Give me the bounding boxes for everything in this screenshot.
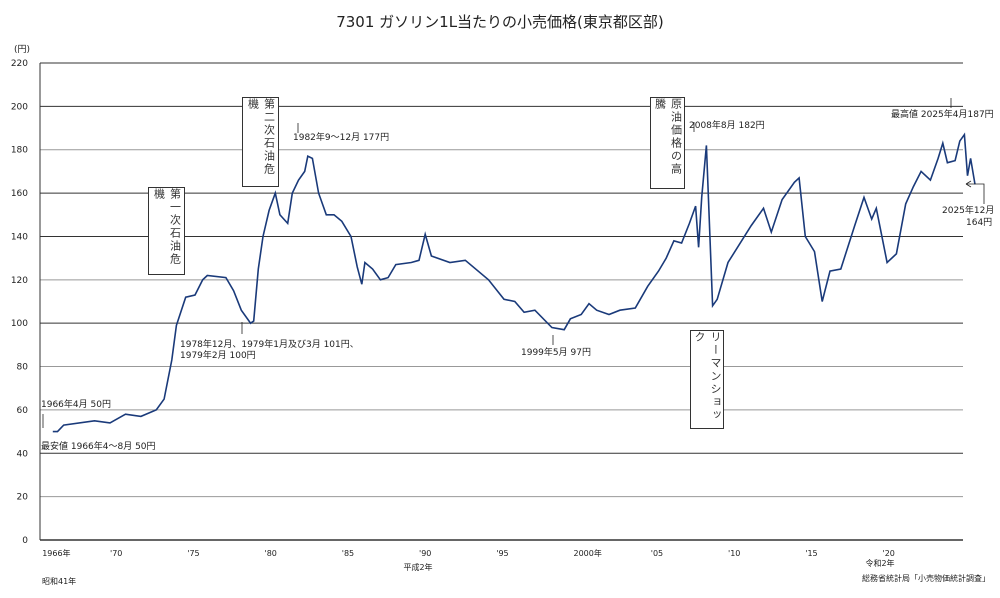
annotation-peak1982: 1982年9～12月 177円 — [293, 133, 390, 143]
era-showa: 昭和41年 — [42, 576, 76, 586]
x-tick-label: '70 — [110, 549, 122, 558]
y-tick-label: 180 — [11, 146, 28, 156]
x-tick-label: '95 — [496, 549, 508, 558]
annotation-last-value: 164円 — [966, 218, 993, 228]
x-tick-label: '20 — [883, 549, 895, 558]
x-tick-label: '10 — [728, 549, 740, 558]
event-oil-crisis-1: 第一次石油危機 — [148, 187, 185, 275]
era-reiwa: 令和2年 — [865, 558, 894, 568]
x-tick-label: 1966年 — [42, 548, 70, 558]
y-tick-label: 120 — [11, 276, 28, 286]
y-tick-label: 200 — [11, 102, 28, 112]
x-tick-label: '15 — [805, 549, 817, 558]
x-tick-label: '75 — [187, 549, 199, 558]
annotation-low1979a: 1978年12月、1979年1月及び3月 101円、 — [180, 340, 359, 350]
event-lehman-shock: リーマンショック — [690, 330, 724, 429]
annotation-max: 最高値 2025年4月187円 — [891, 110, 994, 120]
y-tick-label: 20 — [17, 493, 29, 503]
annotation-min: 最安値 1966年4～8月 50円 — [41, 442, 156, 452]
era-heisei: 平成2年 — [403, 562, 432, 572]
x-tick-label: '80 — [265, 549, 277, 558]
x-tick-label: '85 — [342, 549, 354, 558]
event-oil-price-surge: 原油価格の高騰 — [650, 97, 685, 189]
series-line — [52, 132, 976, 433]
annotation-last-date: 2025年12月 — [942, 206, 995, 216]
annotation-low1979b: 1979年2月 100円 — [180, 351, 256, 361]
annotation-start: 1966年4月 50円 — [41, 400, 111, 410]
y-tick-label: 220 — [11, 59, 28, 69]
y-tick-label: 160 — [11, 189, 28, 199]
y-tick-label: 60 — [17, 406, 29, 416]
source-note: 総務省統計局「小売物価統計調査」 — [862, 573, 990, 583]
y-tick-label: 0 — [22, 536, 28, 546]
annotation-low1999: 1999年5月 97円 — [521, 348, 591, 358]
y-tick-label: 40 — [17, 449, 29, 459]
x-tick-label: '90 — [419, 549, 431, 558]
event-oil-crisis-2: 第二次石油危機 — [242, 97, 279, 187]
x-tick-label: '05 — [651, 549, 663, 558]
annotation-peak2008: 2008年8月 182円 — [689, 121, 765, 131]
chart-title: 7301 ガソリン1L当たりの小売価格(東京都区部) — [336, 13, 664, 31]
y-axis-label: (円) — [14, 44, 30, 55]
annotation-arrows — [42, 98, 985, 428]
x-tick-label: 2000年 — [574, 548, 602, 558]
y-tick-label: 100 — [11, 319, 28, 329]
y-tick-label: 80 — [17, 363, 29, 373]
y-tick-label: 140 — [11, 232, 28, 242]
